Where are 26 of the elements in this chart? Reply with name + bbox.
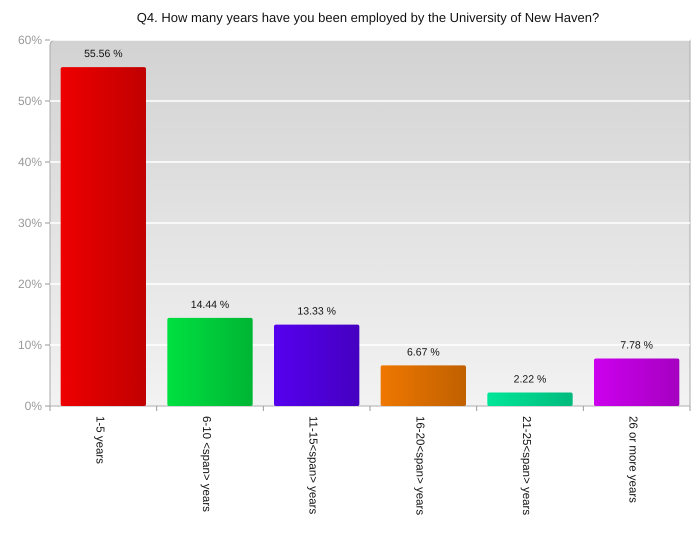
bar (274, 324, 360, 406)
chart-title: Q4. How many years have you been employed by the University of New Haven? (136, 10, 600, 25)
bar (60, 67, 146, 406)
data-label: 7.78 % (620, 340, 654, 352)
y-tick-label: 40% (18, 155, 42, 170)
x-tick-label: 11-15<span> years (306, 416, 319, 514)
y-tick-label: 60% (18, 33, 42, 48)
data-label: 55.56 % (84, 48, 123, 60)
y-tick-label: 10% (18, 338, 42, 352)
bar (594, 358, 680, 406)
x-tick-label: 21-25<span> years (520, 416, 532, 516)
x-tick-label: 26 or more years (626, 416, 639, 504)
x-tick-label: 1-5 years (93, 416, 106, 464)
bar (487, 392, 573, 406)
y-tick-label: 20% (18, 277, 42, 292)
data-label: 13.33 % (297, 306, 336, 318)
bar (167, 318, 253, 406)
data-label: 2.22 % (514, 373, 546, 386)
y-tick-label: 30% (18, 216, 42, 230)
y-tick-label: 50% (18, 94, 42, 108)
y-tick-label: 0% (24, 399, 42, 414)
data-label: 6.67 % (406, 346, 440, 358)
data-label: 14.44 % (190, 298, 230, 311)
x-tick-label: 6-10 <span> years (200, 416, 212, 512)
bar (380, 365, 466, 406)
x-tick-label: 16-20<span> years (413, 416, 426, 516)
